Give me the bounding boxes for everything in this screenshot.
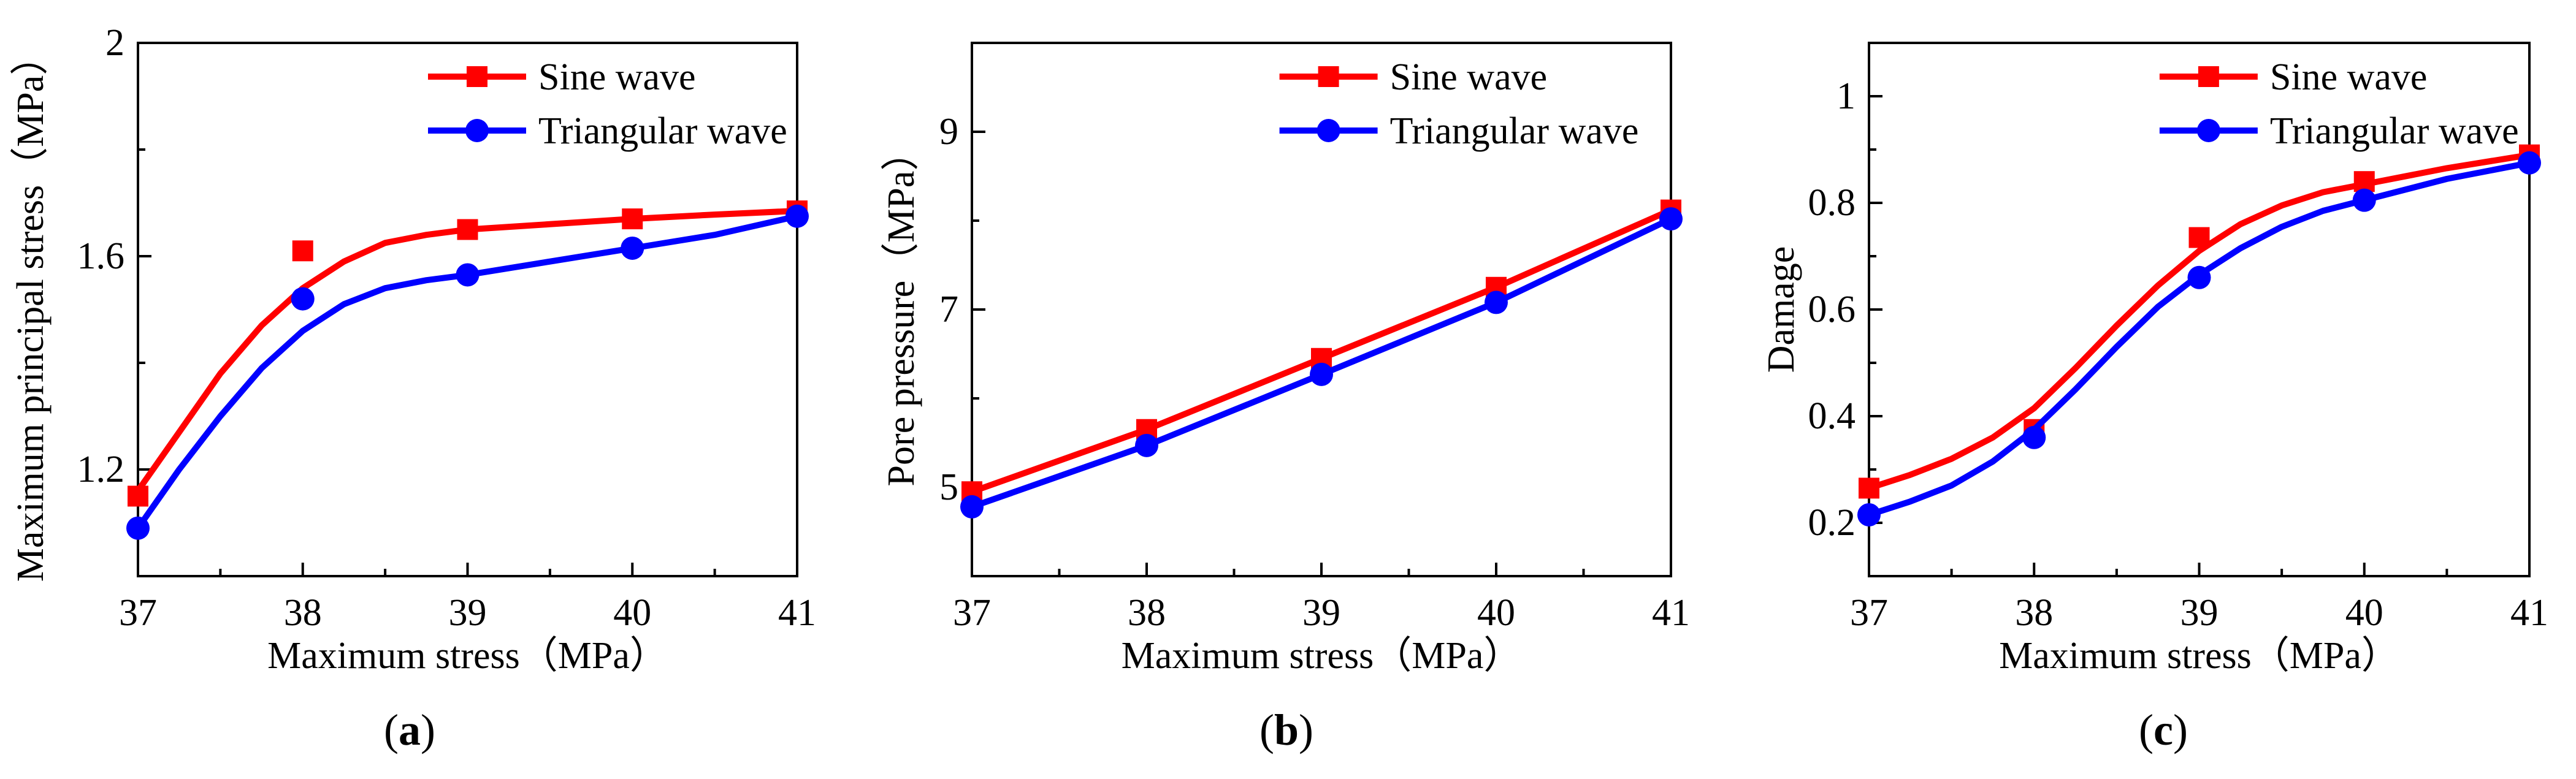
x-tick-label: 37	[1850, 592, 1888, 634]
y-tick-label: 1	[1836, 75, 1856, 117]
legend-marker-square	[1318, 66, 1339, 87]
series-line-triangular-wave	[135, 213, 800, 531]
data-point-sine-wave	[128, 485, 148, 507]
y-tick-label: 0.2	[1808, 502, 1856, 544]
x-tick-label: 39	[1302, 592, 1340, 634]
x-tick-label: 41	[2510, 592, 2548, 634]
x-axis-label: Maximum stress（MPa）	[1999, 635, 2399, 677]
legend-item-triangular-wave: Triangular wave	[2159, 110, 2519, 152]
panel-label: (b)	[1259, 705, 1313, 754]
data-point-triangular-wave	[126, 516, 150, 540]
legend-label: Triangular wave	[538, 110, 787, 152]
legend-marker-circle	[465, 119, 489, 142]
data-point-triangular-wave	[2352, 188, 2376, 212]
y-axis-label: Maximum principal stress（MPa）	[10, 37, 52, 582]
legend-item-triangular-wave: Triangular wave	[1279, 110, 1639, 152]
data-point-triangular-wave	[456, 263, 480, 287]
x-axis-label: Maximum stress（MPa）	[1122, 635, 1522, 677]
legend-item-sine-wave: Sine wave	[1279, 56, 1548, 98]
y-axis-label: Pore pressure（MPa）	[881, 133, 922, 487]
legend-item-triangular-wave: Triangular wave	[428, 110, 787, 152]
y-tick-label: 0.8	[1808, 182, 1856, 224]
x-tick-label: 38	[2015, 592, 2053, 634]
data-point-triangular-wave	[291, 287, 315, 311]
data-point-sine-wave	[1859, 477, 1879, 499]
legend-marker-square	[2198, 66, 2219, 87]
series-line-sine-wave	[1866, 151, 2532, 492]
panel-a: 37 38 39 40 41 1.2 1.6 2 Maximum stress（MPa） Maxi…	[10, 22, 816, 754]
data-point-triangular-wave	[621, 236, 644, 260]
x-tick-label: 38	[284, 592, 322, 634]
legend-marker-circle	[1317, 119, 1340, 142]
legend-label: Triangular wave	[1390, 110, 1639, 152]
x-tick-label: 38	[1128, 592, 1166, 634]
series-line-sine-wave	[135, 208, 800, 494]
panel-b: 37 38 39 40 41 5 7 9 Maximum stress（MPa） Pore pre…	[881, 42, 1690, 754]
y-tick-label: 0.6	[1808, 289, 1856, 330]
legend-label: Sine wave	[1390, 56, 1548, 98]
panel-c: 37 38 39 40 41 0.2 0.4 0.6 0.8 1 Maximum stress（MP…	[1760, 42, 2548, 754]
data-point-triangular-wave	[2022, 425, 2046, 449]
y-tick-label: 9	[939, 111, 958, 153]
data-point-triangular-wave	[1310, 362, 1333, 386]
x-tick-label: 40	[1477, 592, 1515, 634]
data-point-sine-wave	[457, 219, 478, 240]
data-point-triangular-wave	[1659, 207, 1683, 231]
y-tick-label: 0.4	[1808, 395, 1856, 437]
x-tick-label: 41	[778, 592, 816, 634]
data-point-triangular-wave	[785, 204, 809, 228]
data-point-sine-wave	[2188, 227, 2210, 248]
y-tick-label: 5	[939, 466, 958, 508]
data-point-triangular-wave	[2187, 265, 2211, 289]
data-point-sine-wave	[622, 208, 643, 230]
legend-label: Triangular wave	[2270, 110, 2519, 152]
x-tick-label: 37	[119, 592, 157, 634]
data-point-triangular-wave	[2518, 151, 2541, 175]
legend-label: Sine wave	[538, 56, 696, 98]
panel-label: (c)	[2139, 705, 2188, 754]
y-tick-label: 2	[105, 22, 124, 64]
legend-item-sine-wave: Sine wave	[428, 56, 696, 98]
data-point-triangular-wave	[960, 495, 984, 519]
y-tick-label: 1.6	[77, 235, 125, 277]
legend-marker-circle	[2196, 119, 2220, 142]
x-axis-label: Maximum stress（MPa）	[267, 635, 668, 677]
y-tick-label: 7	[939, 289, 958, 330]
panel-label: (a)	[384, 705, 435, 754]
y-tick-label: 1.2	[77, 449, 125, 490]
x-tick-label: 39	[2180, 592, 2219, 634]
data-point-triangular-wave	[1857, 503, 1881, 526]
x-tick-label: 39	[449, 592, 487, 634]
x-tick-label: 40	[2345, 592, 2383, 634]
series-line-triangular-wave	[1866, 159, 2532, 518]
legend-item-sine-wave: Sine wave	[2159, 56, 2428, 98]
y-axis-label: Damage	[1760, 246, 1802, 373]
x-tick-label: 37	[953, 592, 991, 634]
data-point-sine-wave	[2353, 171, 2375, 192]
data-point-sine-wave	[292, 240, 313, 262]
legend-label: Sine wave	[2270, 56, 2428, 98]
x-tick-label: 41	[1652, 592, 1690, 634]
x-tick-label: 40	[613, 592, 651, 634]
data-point-triangular-wave	[1135, 433, 1158, 457]
data-point-triangular-wave	[1485, 291, 1508, 314]
legend-marker-square	[467, 66, 487, 87]
